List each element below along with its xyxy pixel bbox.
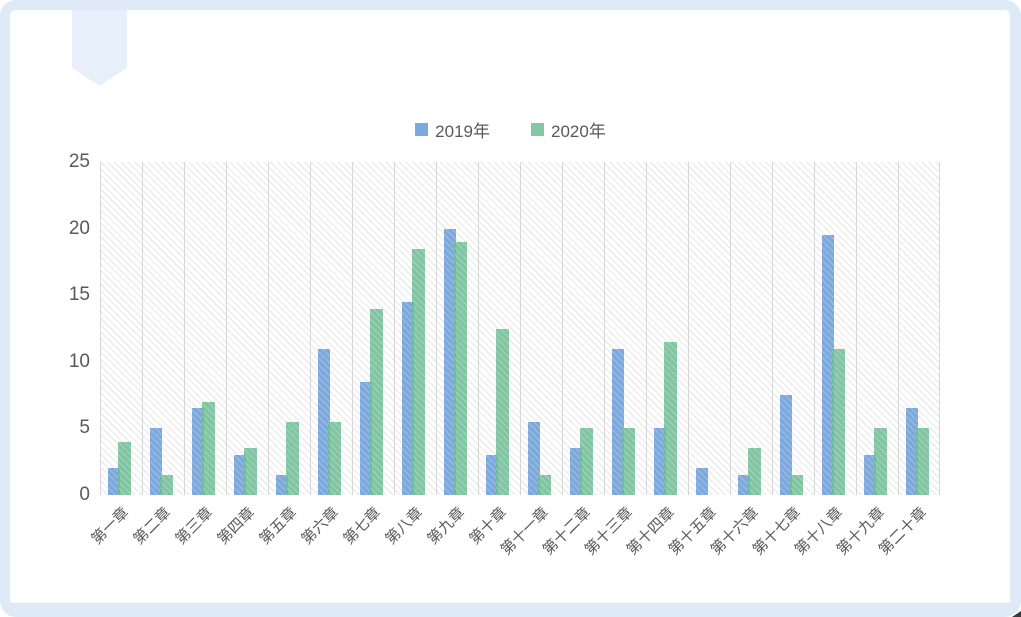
- bar-2019年-第七章: [360, 381, 372, 495]
- bar-2020年-第七章: [370, 308, 383, 495]
- x-axis-category-label: 第八章: [382, 504, 427, 548]
- bar-2020年-第十七章: [790, 475, 803, 495]
- bar-2020年-第四章: [244, 448, 257, 495]
- gridline: [394, 162, 395, 495]
- gridline: [772, 162, 773, 495]
- gridline: [520, 162, 521, 495]
- bar-2019年-第四章: [234, 455, 246, 495]
- plot-area: [100, 162, 940, 495]
- bar-2020年-第十八章: [832, 348, 845, 495]
- legend-item-2020: 2020年: [531, 117, 606, 142]
- bar-2019年-第十一章: [528, 421, 540, 495]
- legend-swatch-2020-icon: [531, 123, 544, 136]
- bar-2019年-第五章: [276, 475, 288, 495]
- bar-2020年-第五章: [286, 421, 299, 495]
- gridline: [184, 162, 185, 495]
- gridline: [100, 162, 101, 495]
- gridline: [478, 162, 479, 495]
- gridline: [142, 162, 143, 495]
- x-axis-category-label: 第五章: [256, 504, 301, 548]
- bar-2019年-第十章: [486, 455, 498, 495]
- x-axis-category-label: 第十一章: [497, 504, 553, 559]
- bar-2020年-第九章: [454, 241, 467, 495]
- y-axis-tick-label: 0: [79, 484, 90, 505]
- bar-2020年-第三章: [202, 401, 215, 495]
- legend-label-2020: 2020年: [551, 122, 606, 141]
- x-axis-category-label: 第十九章: [833, 504, 889, 559]
- bar-2019年-第二十章: [906, 408, 918, 495]
- gridline: [730, 162, 731, 495]
- gridline: [688, 162, 689, 495]
- bar-2020年-第十四章: [664, 341, 677, 495]
- x-axis-category-label: 第十六章: [707, 504, 763, 559]
- legend-swatch-2019-icon: [415, 123, 429, 136]
- bar-2020年-第十二章: [580, 428, 593, 495]
- gridline: [604, 162, 605, 495]
- gridline: [814, 162, 815, 495]
- gridline: [436, 162, 437, 495]
- x-axis-category-label: 第六章: [298, 504, 343, 548]
- bar-2019年-第十三章: [612, 348, 624, 495]
- cursor-corner-mark: [1012, 611, 1021, 617]
- gridline: [352, 162, 353, 495]
- bar-2019年-第三章: [192, 408, 204, 495]
- legend-item-2019: 2019年: [415, 117, 490, 142]
- bar-2019年-第九章: [444, 228, 456, 495]
- bar-2020年-第十章: [496, 328, 509, 495]
- x-axis-category-label: 第十三章: [581, 504, 637, 559]
- x-axis-category-label: 第十八章: [791, 504, 847, 559]
- y-axis-tick-label: 5: [79, 417, 90, 439]
- bar-2019年-第二章: [150, 428, 162, 495]
- x-axis-category-label: 第二十章: [875, 504, 931, 559]
- bar-2020年-第六章: [328, 421, 341, 495]
- bar-2019年-第六章: [318, 348, 330, 495]
- bar-2019年-第一章: [108, 468, 120, 495]
- x-axis-category-label: 第四章: [214, 504, 259, 548]
- bar-2020年-第十六章: [748, 448, 761, 495]
- x-axis-category-label: 第三章: [172, 504, 217, 548]
- bar-2020年-第一章: [118, 441, 131, 495]
- bar-2020年-第八章: [412, 248, 425, 495]
- x-axis-category-label: 第十五章: [665, 504, 721, 559]
- bar-2020年-第二章: [160, 475, 173, 495]
- bar-2019年-第十六章: [738, 475, 750, 495]
- x-axis-category-label: 第十二章: [539, 504, 595, 559]
- gridline: [562, 162, 563, 495]
- bar-2019年-第十五章: [696, 468, 708, 495]
- bar-2019年-第十二章: [570, 448, 582, 495]
- gridline: [646, 162, 647, 495]
- x-axis-category-label: 第九章: [424, 504, 469, 548]
- gridline: [268, 162, 269, 495]
- bar-2019年-第八章: [402, 301, 414, 495]
- bar-2019年-第十九章: [864, 455, 876, 495]
- gridline: [856, 162, 857, 495]
- x-axis-category-label: 第一章: [88, 504, 133, 548]
- bar-2020年-第十一章: [538, 475, 551, 495]
- chart-legend: 2019年 2020年: [0, 117, 1021, 142]
- gridline: [939, 162, 940, 495]
- gridline: [226, 162, 227, 495]
- x-axis-category-label: 第二章: [130, 504, 175, 548]
- x-axis-category-label: 第十章: [466, 504, 511, 548]
- x-axis-category-label: 第十七章: [749, 504, 805, 559]
- x-axis-category-label: 第十四章: [623, 504, 679, 559]
- gridline: [310, 162, 311, 495]
- bar-2020年-第十三章: [622, 428, 635, 495]
- y-axis-tick-label: 25: [68, 151, 90, 172]
- bar-2020年-第十九章: [874, 428, 887, 495]
- y-axis-tick-label: 15: [68, 284, 90, 306]
- bar-2019年-第十七章: [780, 395, 792, 495]
- bar-2020年-第二十章: [916, 428, 929, 495]
- bar-2019年-第十八章: [822, 235, 834, 495]
- bar-2019年-第十四章: [654, 428, 666, 495]
- legend-label-2019: 2019年: [435, 122, 490, 141]
- y-axis-tick-label: 10: [68, 350, 90, 372]
- bookmark-ribbon-icon: [72, 10, 127, 86]
- x-axis-category-label: 第七章: [340, 504, 385, 548]
- gridline: [898, 162, 899, 495]
- y-axis-tick-label: 20: [68, 217, 90, 239]
